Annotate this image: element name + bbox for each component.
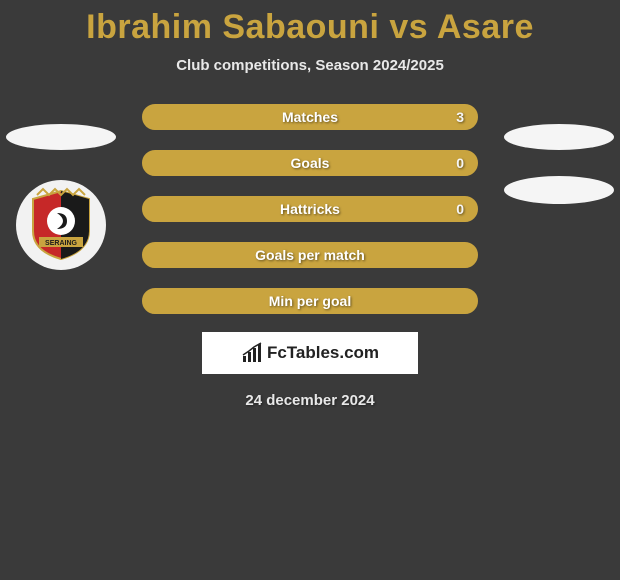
fctables-logo-box: FcTables.com xyxy=(202,332,418,374)
chart-icon xyxy=(241,342,263,364)
page-title: Ibrahim Sabaouni vs Asare xyxy=(0,0,620,47)
stat-label: Goals xyxy=(291,155,330,171)
stat-row-hattricks: Hattricks 0 xyxy=(140,194,480,224)
stats-list: Matches 3 Goals 0 Hattricks 0 Goals per … xyxy=(140,102,480,316)
stat-value: 0 xyxy=(456,201,464,217)
stat-value: 0 xyxy=(456,155,464,171)
snapshot-date: 24 december 2024 xyxy=(0,392,620,409)
page-subtitle: Club competitions, Season 2024/2025 xyxy=(0,57,620,74)
stat-value: 3 xyxy=(456,109,464,125)
logo-text: FcTables.com xyxy=(267,343,379,363)
stat-row-matches: Matches 3 xyxy=(140,102,480,132)
stat-label: Hattricks xyxy=(280,201,340,217)
stat-row-min-per-goal: Min per goal xyxy=(140,286,480,316)
stat-row-goals-per-match: Goals per match xyxy=(140,240,480,270)
stat-label: Min per goal xyxy=(269,293,351,309)
stats-section: Matches 3 Goals 0 Hattricks 0 Goals per … xyxy=(0,102,620,409)
stat-label: Goals per match xyxy=(255,247,365,263)
stat-label: Matches xyxy=(282,109,338,125)
stat-row-goals: Goals 0 xyxy=(140,148,480,178)
